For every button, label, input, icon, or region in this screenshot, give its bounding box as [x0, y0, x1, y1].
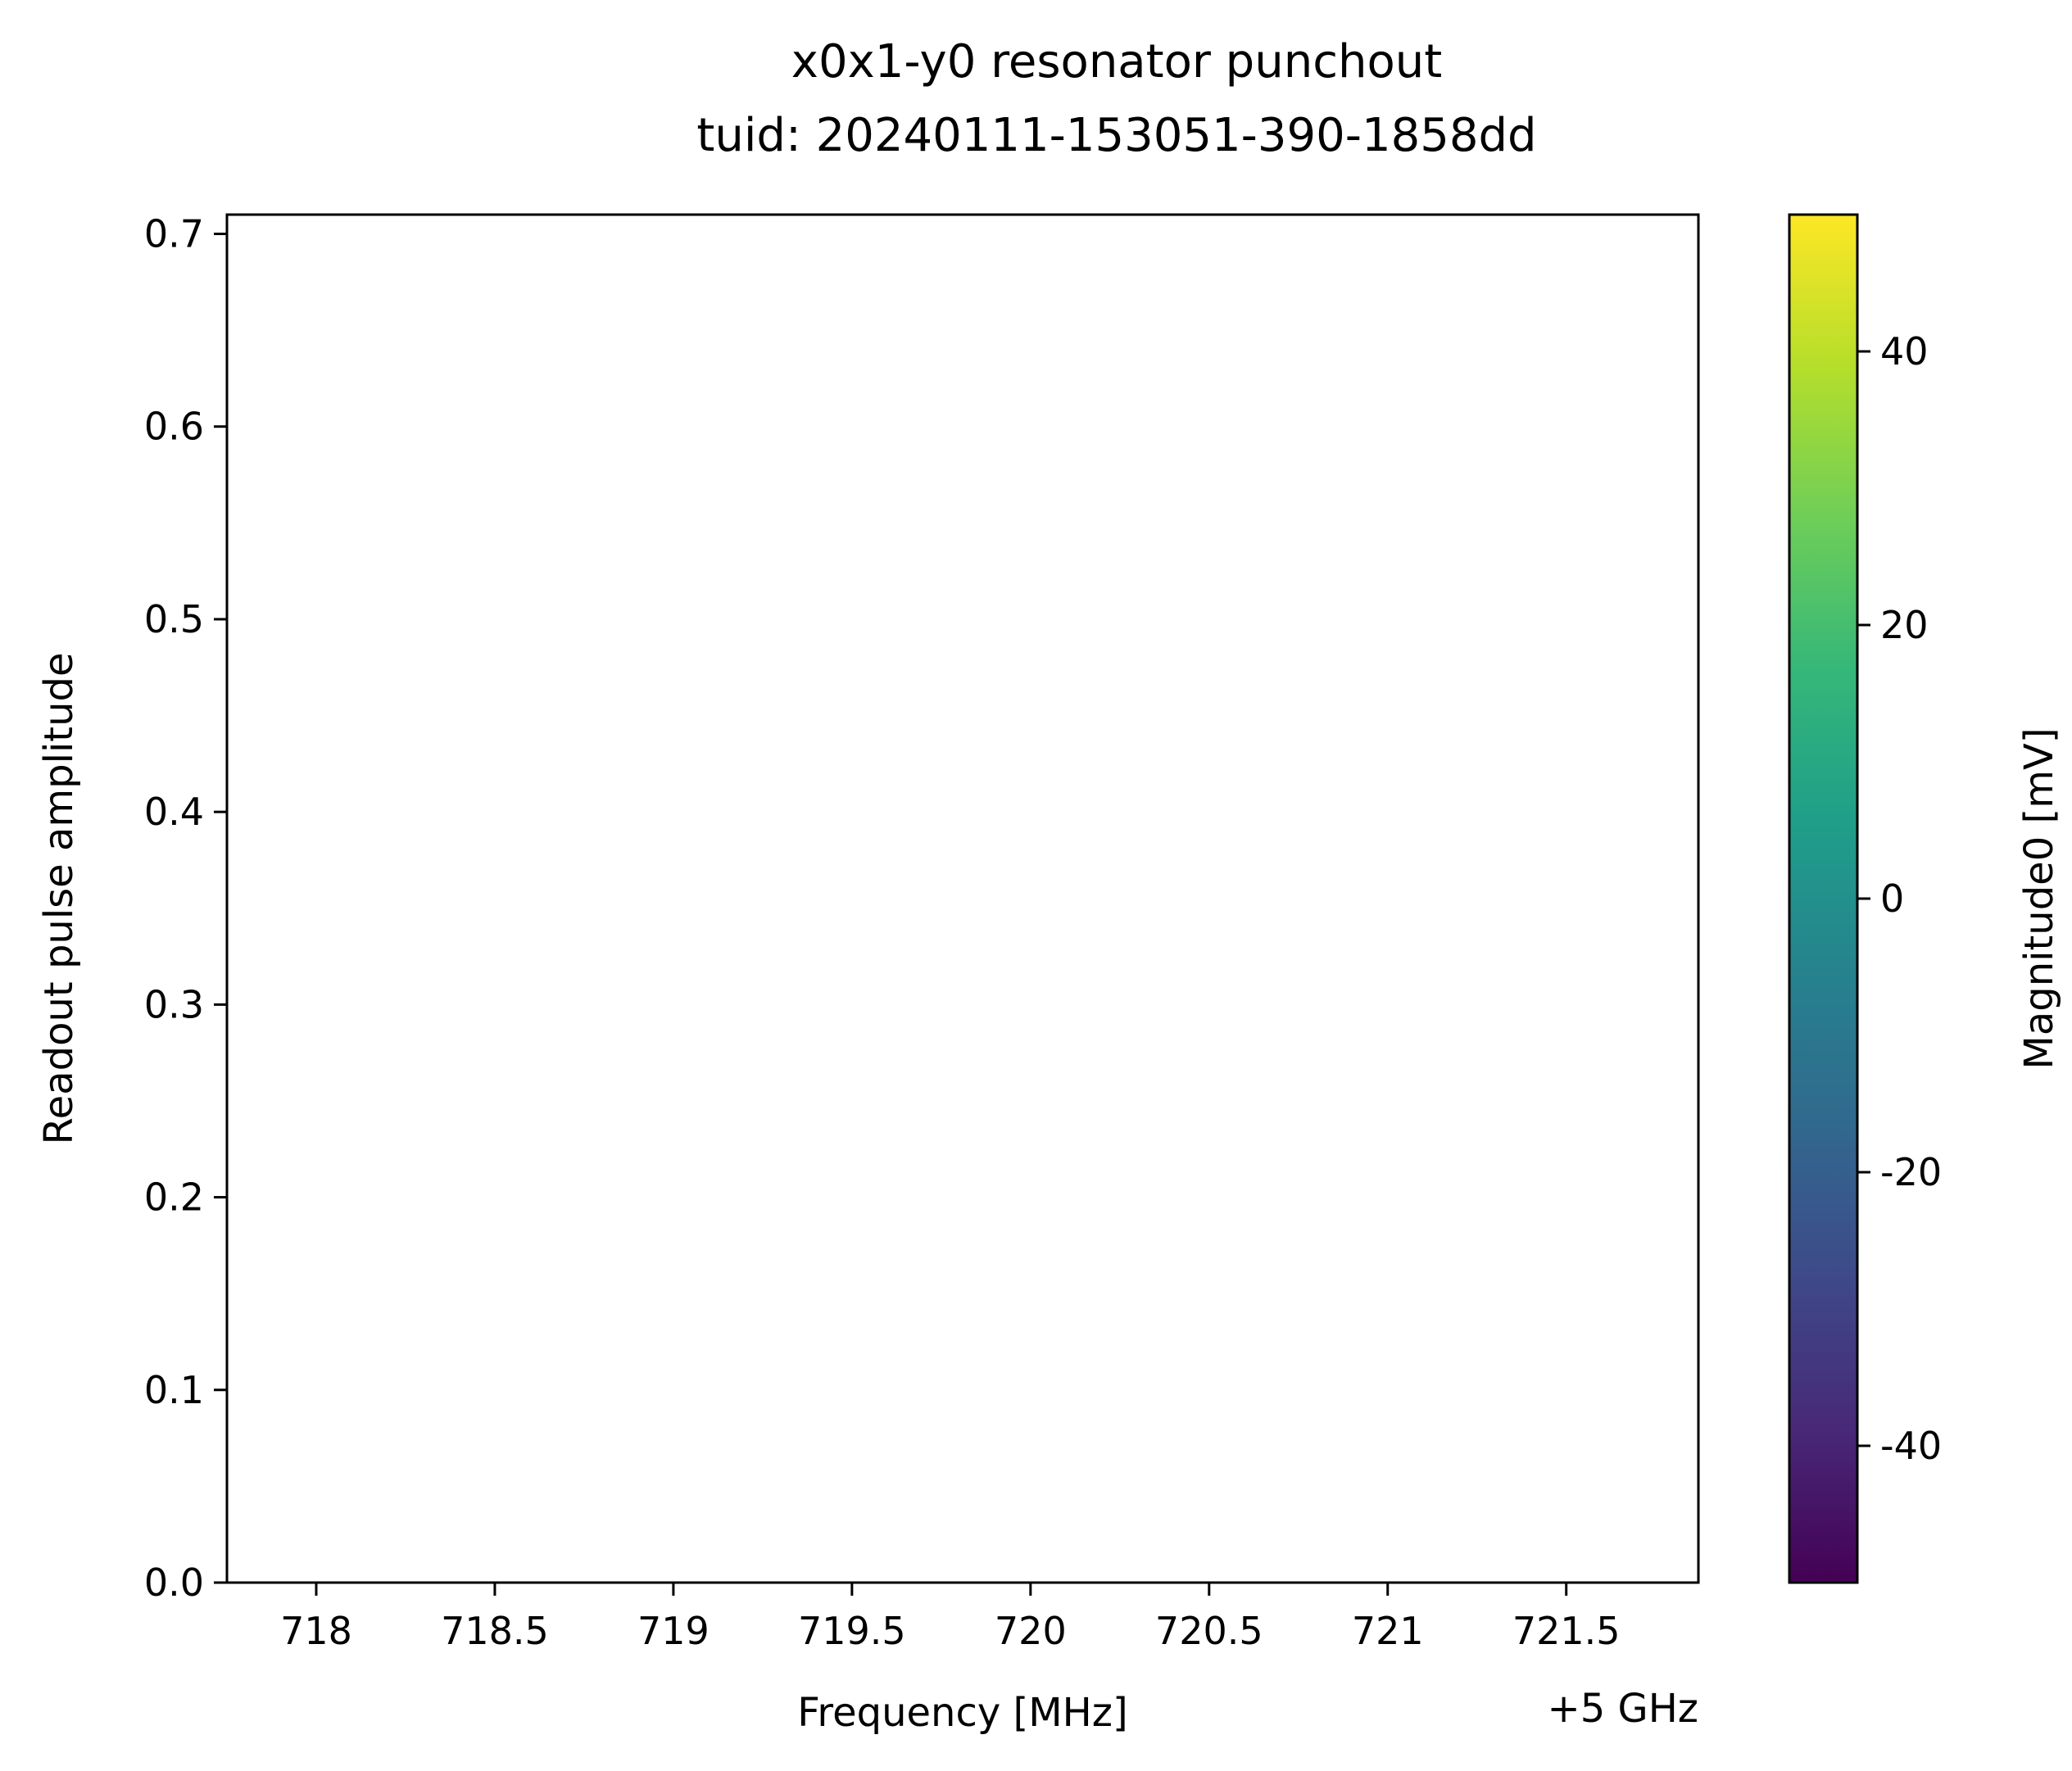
x-tick-label: 719.5	[798, 1609, 906, 1653]
y-tick-label: 0.3	[144, 982, 204, 1026]
y-tick-label: 0.5	[144, 597, 204, 641]
x-tick-label: 720.5	[1155, 1609, 1263, 1653]
plot-area	[225, 213, 1700, 1584]
colorbar-tick-label: -40	[1880, 1424, 1942, 1468]
chart-title: x0x1-y0 resonator punchout	[791, 35, 1442, 88]
y-tick-label: 0.0	[144, 1560, 204, 1605]
x-tick-label: 720	[995, 1609, 1067, 1653]
colorbar-gradient	[1789, 215, 1857, 1583]
y-axis-label: Readout pulse amplitude	[36, 652, 82, 1144]
x-tick-label: 718.5	[441, 1609, 549, 1653]
y-tick-label: 0.2	[144, 1175, 204, 1220]
colorbar-tick-label: 0	[1880, 876, 1904, 921]
y-tick-label: 0.6	[144, 405, 204, 449]
plot-frame	[225, 213, 1700, 1584]
x-axis: 718 718.5 719 719.5 720 720.5 721 721.5	[280, 1583, 1621, 1653]
x-axis-offset-label: +5 GHz	[1548, 1686, 1699, 1732]
heatmap-area	[227, 215, 1698, 1583]
colorbar-tick-label: -20	[1880, 1150, 1942, 1194]
x-tick-label: 719	[637, 1609, 710, 1653]
x-tick-label: 718	[280, 1609, 352, 1653]
x-tick-label: 721.5	[1512, 1609, 1621, 1653]
colorbar-ticks: 40 20 0 -20 -40	[1857, 329, 1942, 1468]
y-tick-label: 0.4	[144, 790, 204, 834]
chart-subtitle: tuid: 20240111-153051-390-1858dd	[696, 109, 1536, 162]
colorbar-label: Magnitude0 [mV]	[2016, 727, 2062, 1069]
x-axis-label: Frequency [MHz]	[797, 1690, 1127, 1736]
colorbar: 40 20 0 -20 -40 Magnitude0 [mV]	[1788, 213, 2062, 1584]
colorbar-tick-label: 40	[1880, 329, 1929, 374]
colorbar-tick-label: 20	[1880, 603, 1929, 647]
y-tick-label: 0.7	[144, 212, 204, 256]
x-tick-label: 721	[1352, 1609, 1424, 1653]
y-tick-label: 0.1	[144, 1368, 204, 1412]
y-axis: 0.0 0.1 0.2 0.3 0.4 0.5 0.6 0.7	[144, 212, 227, 1605]
